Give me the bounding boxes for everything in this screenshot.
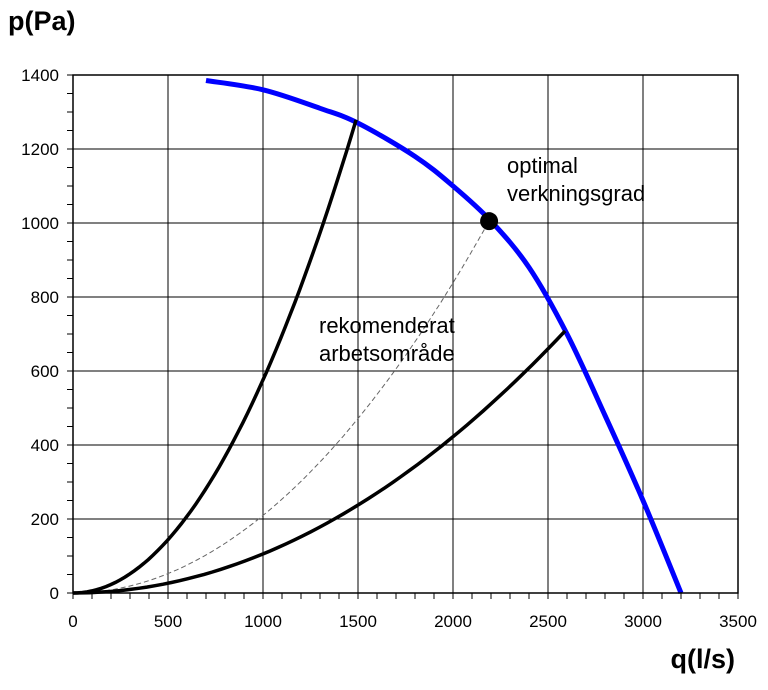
recommended-area-label-line-2: arbetsområde	[319, 341, 455, 366]
system-curve-lower	[72, 329, 567, 595]
x-tick-label: 1500	[339, 612, 377, 631]
x-tick-label: 2000	[434, 612, 472, 631]
optimal-point	[480, 212, 499, 231]
y-tick-label: 1000	[21, 214, 59, 233]
x-tick-label: 0	[68, 612, 77, 631]
y-tick-label: 0	[50, 584, 59, 603]
grid	[72, 74, 739, 594]
x-tick-label: 3000	[624, 612, 662, 631]
system-curve-optimal	[72, 220, 490, 594]
optimal-label: optimal verkningsgrad	[507, 153, 645, 206]
x-tick-label: 2500	[529, 612, 567, 631]
minor-ticks	[67, 74, 739, 599]
points	[480, 212, 499, 231]
optimal-label-line-2: verkningsgrad	[507, 181, 645, 206]
plot-frame	[72, 74, 739, 594]
y-tick-label: 400	[31, 436, 59, 455]
system-curve-upper	[72, 119, 358, 595]
optimal-label-line-1: optimal	[507, 153, 578, 178]
y-axis-title: p(Pa)	[8, 6, 76, 36]
y-tick-label: 600	[31, 362, 59, 381]
x-axis-title: q(l/s)	[671, 644, 736, 674]
x-tick-label: 500	[154, 612, 182, 631]
recommended-area-label-line-1: rekomenderat	[319, 313, 455, 338]
y-tick-label: 800	[31, 288, 59, 307]
y-tick-label: 1200	[21, 140, 59, 159]
y-tick-label: 200	[31, 510, 59, 529]
y-tick-label: 1400	[21, 66, 59, 85]
x-tick-label: 1000	[244, 612, 282, 631]
x-tick-label: 3500	[719, 612, 757, 631]
recommended-area-label: rekomenderat arbetsområde	[319, 313, 461, 366]
tick-labels: 0 500 1000 1500 2000 2500 3000 3500 0 200 400 600 80…	[21, 66, 757, 631]
